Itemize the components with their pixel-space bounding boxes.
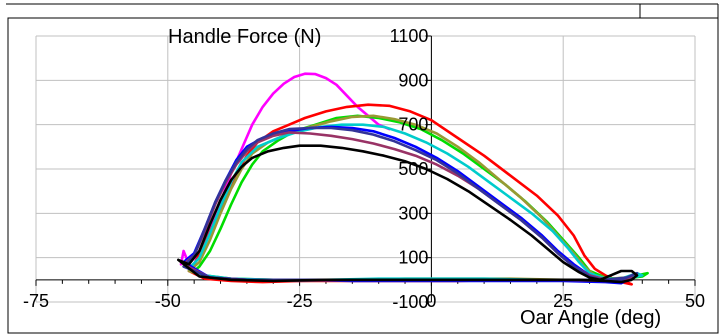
series-line-9 bbox=[177, 144, 639, 284]
y-axis-title: Handle Force (N) bbox=[168, 26, 321, 48]
y-tick-label: 1100 bbox=[390, 26, 429, 46]
x-axis-title: Oar Angle (deg) bbox=[520, 307, 661, 329]
y-tick-label: 500 bbox=[398, 159, 428, 179]
grid bbox=[35, 35, 696, 303]
x-tick-label: -25 bbox=[287, 291, 313, 311]
series-group bbox=[177, 72, 649, 286]
y-tick-label: 700 bbox=[398, 115, 428, 135]
x-tick-label: 25 bbox=[553, 291, 573, 311]
x-tick-label: -50 bbox=[155, 291, 181, 311]
y-tick-label: 100 bbox=[398, 248, 428, 268]
y-tick-label: 300 bbox=[398, 203, 428, 223]
plot-area bbox=[7, 17, 719, 334]
x-tick-label: -75 bbox=[23, 291, 49, 311]
y-tick-label: -100 bbox=[392, 292, 428, 312]
y-tick-label: 900 bbox=[398, 70, 428, 90]
tick-labels: -75 -50 -25 0 25 50 -100 100 300 500 700 900 1100 bbox=[23, 26, 705, 312]
x-tick-label: 0 bbox=[426, 291, 436, 311]
x-tick-label: 50 bbox=[685, 291, 705, 311]
